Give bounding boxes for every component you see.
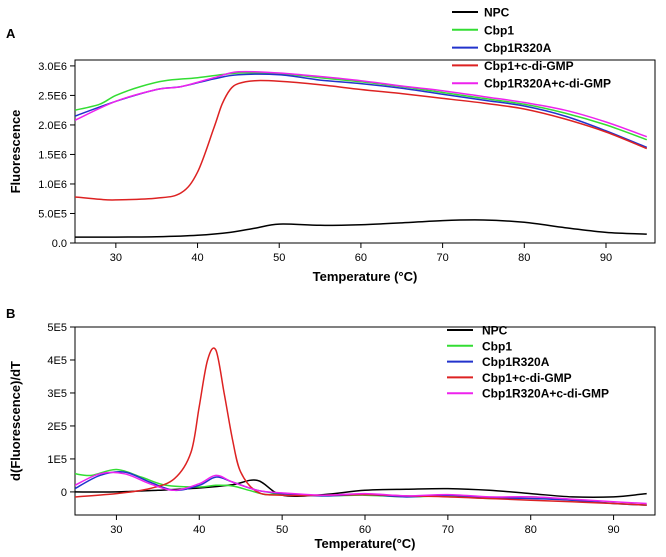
y-axis-title: d(Fluorescence)/dT	[8, 361, 23, 481]
y-tick-label: 2E5	[47, 421, 67, 433]
panel-a: A 30 40 50 60 70 80 90 0.0 5.0E5 1.0E6 1.5E6 2.0E6 2.…	[6, 6, 656, 284]
x-tick-label: 80	[525, 524, 537, 536]
legend-label-cbp1-c-di-gmp: Cbp1+c-di-GMP	[482, 371, 572, 385]
legend-label-cbp1r320a: Cbp1R320A	[482, 355, 550, 369]
x-tick-label: 50	[273, 252, 285, 264]
legend-label-cbp1-c-di-gmp: Cbp1+c-di-GMP	[484, 59, 574, 73]
x-tick-label: 70	[436, 252, 448, 264]
x-tick-label: 80	[518, 252, 530, 264]
x-tick-label: 90	[607, 524, 619, 536]
y-tick-label: 1E5	[47, 454, 67, 466]
x-tick-label: 60	[355, 252, 367, 264]
legend-label-npc: NPC	[484, 6, 510, 20]
legend-label-npc: NPC	[482, 324, 508, 338]
x-tick-label: 30	[110, 252, 122, 264]
x-tick-label: 40	[191, 252, 203, 264]
legend-label-cbp1: Cbp1	[484, 23, 514, 37]
y-tick-label: 0.0	[52, 238, 67, 250]
series-line-cbp1r320a-c-di-gmp	[75, 70, 648, 138]
x-axis-title: Temperature(°C)	[314, 536, 415, 551]
series-line-cbp1r320a	[75, 471, 647, 506]
legend-label-cbp1r320a-c-di-gmp: Cbp1R320A+c-di-GMP	[482, 387, 609, 401]
series-line-cbp1	[75, 71, 648, 141]
y-tick-label: 2.0E6	[38, 120, 67, 132]
y-axis-title: Fluorescence	[8, 110, 23, 194]
x-tick-label: 90	[600, 252, 612, 264]
series-line-cbp1-c-di-gmp	[75, 79, 648, 201]
y-tick-label: 4E5	[47, 355, 67, 367]
x-tick-label: 30	[110, 524, 122, 536]
panel-label: A	[6, 26, 16, 41]
y-tick-label: 2.5E6	[38, 90, 67, 102]
series-line-npc	[75, 219, 647, 238]
x-tick-label: 60	[359, 524, 371, 536]
panel-label: B	[6, 306, 15, 321]
y-tick-label: 5E5	[47, 322, 67, 334]
y-tick-label: 1.0E6	[38, 179, 67, 191]
x-axis-title: Temperature (°C)	[313, 269, 418, 284]
x-tick-label: 70	[442, 524, 454, 536]
legend-label-cbp1: Cbp1	[482, 339, 512, 353]
legend-label-cbp1r320a-c-di-gmp: Cbp1R320A+c-di-GMP	[484, 77, 611, 91]
panel-b: B 30 40 50 60 70 80 90 0 1E5 2E5 3E5 4E5 5E5 Temperatu…	[6, 306, 656, 551]
plot-frame	[74, 59, 656, 244]
series-line-cbp1r320a-c-di-gmp	[75, 471, 647, 505]
x-tick-label: 50	[276, 524, 288, 536]
legend-label-cbp1r320a: Cbp1R320A	[484, 41, 552, 55]
x-tick-label: 40	[193, 524, 205, 536]
y-tick-label: 3E5	[47, 388, 67, 400]
y-tick-label: 5.0E5	[38, 208, 67, 220]
series-line-cbp1-c-di-gmp	[75, 347, 647, 506]
y-tick-label: 0	[61, 487, 67, 499]
y-tick-label: 1.5E6	[38, 149, 67, 161]
y-tick-label: 3.0E6	[38, 61, 67, 73]
